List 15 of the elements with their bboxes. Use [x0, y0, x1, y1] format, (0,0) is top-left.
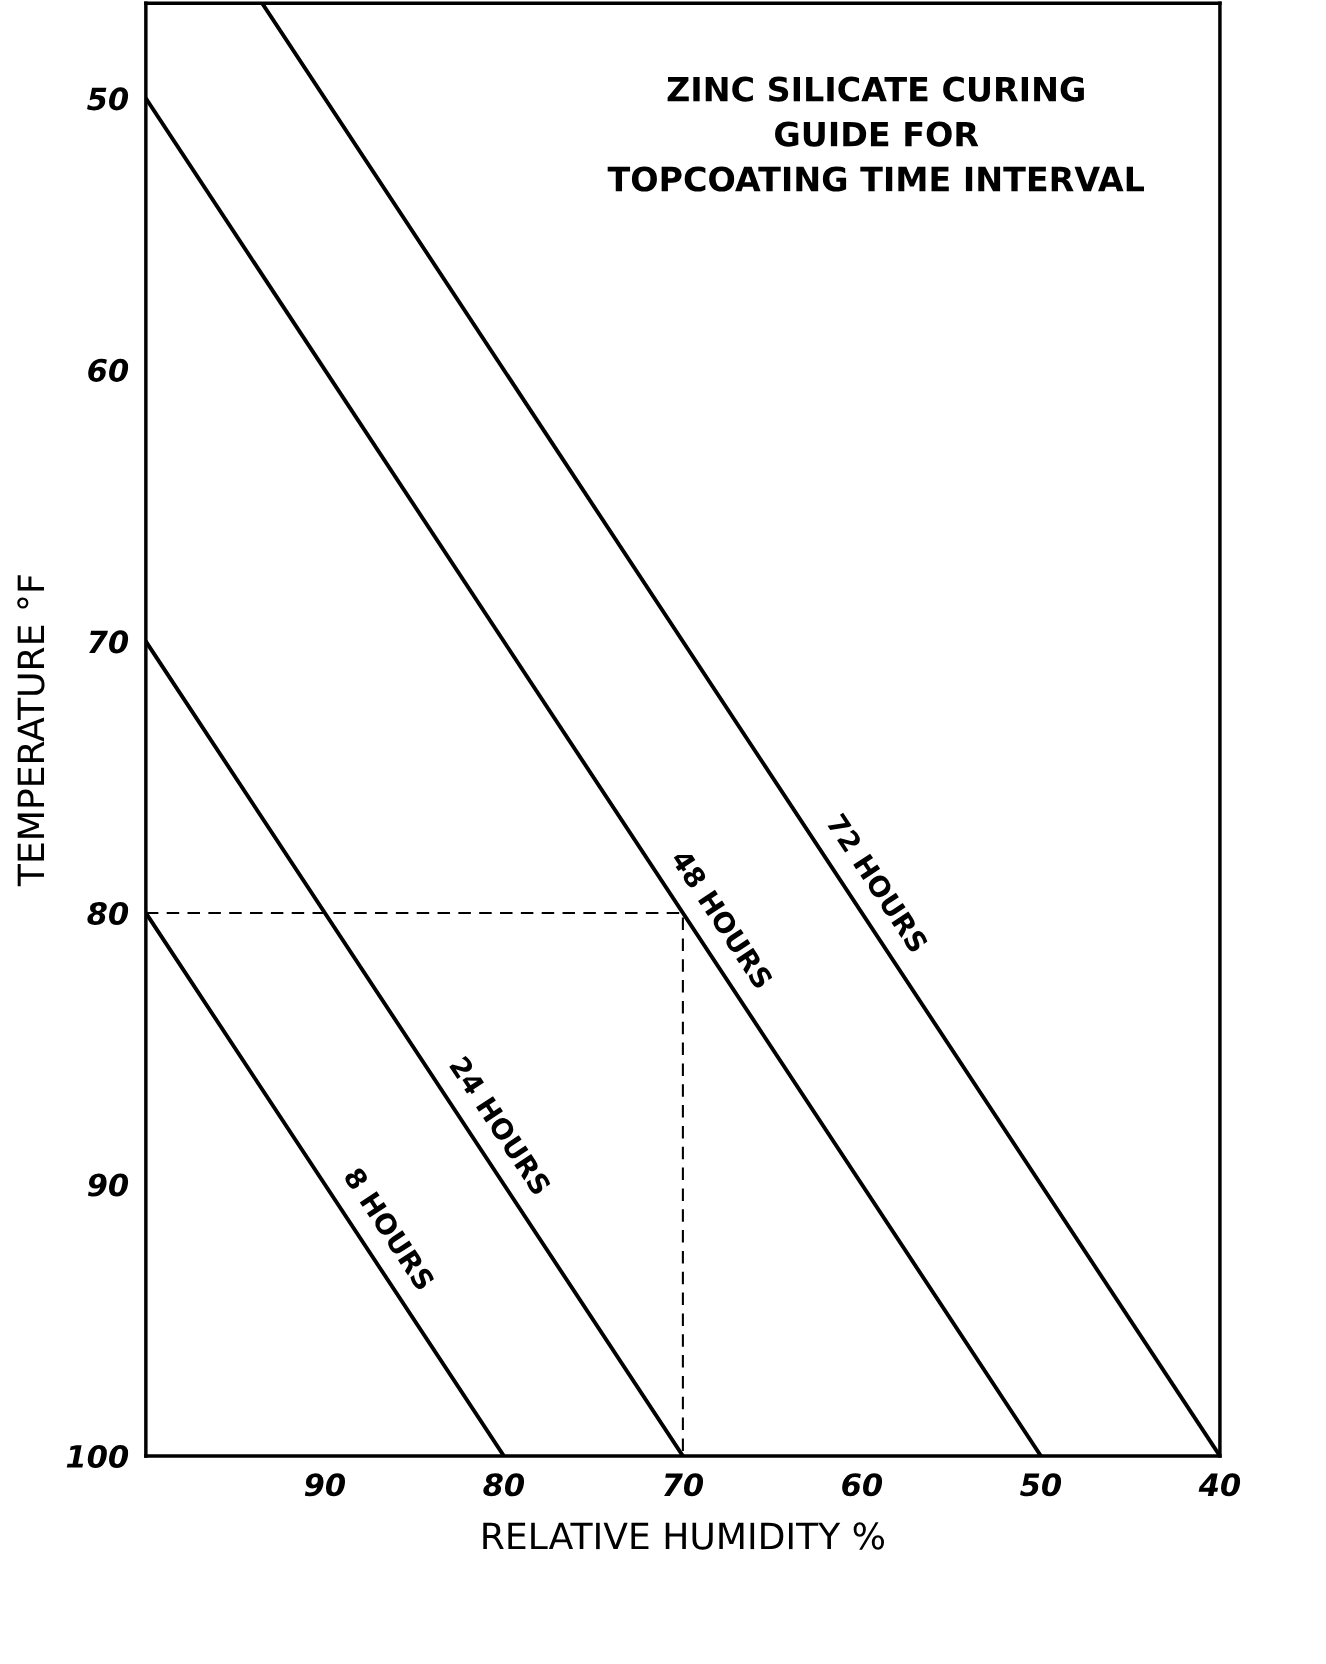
x-tick-label: 50: [1020, 1473, 1062, 1497]
y-tick-label: 80: [87, 901, 129, 925]
x-tick-label: 70: [664, 1473, 704, 1497]
text: ZINC SILICATE CURING GUIDE FOR TOPCOATING TIME INTERVAL: [607, 76, 1144, 192]
y-tick-label: 50: [87, 87, 129, 111]
y-tick-label: 90: [87, 1173, 129, 1197]
y-axis-title: TEMPERATURE °F: [17, 575, 45, 887]
x-tick-label: 60: [842, 1473, 883, 1497]
x-tick-label: 40: [1198, 1473, 1241, 1497]
x-axis-title: RELATIVE HUMIDITY %: [483, 1522, 884, 1550]
x-tick-label: 80: [483, 1473, 525, 1497]
y-tick-label: 60: [88, 358, 129, 382]
y-tick-label: 70: [89, 630, 129, 654]
y-tick-label: 100: [66, 1444, 129, 1469]
x-tick-label: 90: [304, 1473, 346, 1497]
